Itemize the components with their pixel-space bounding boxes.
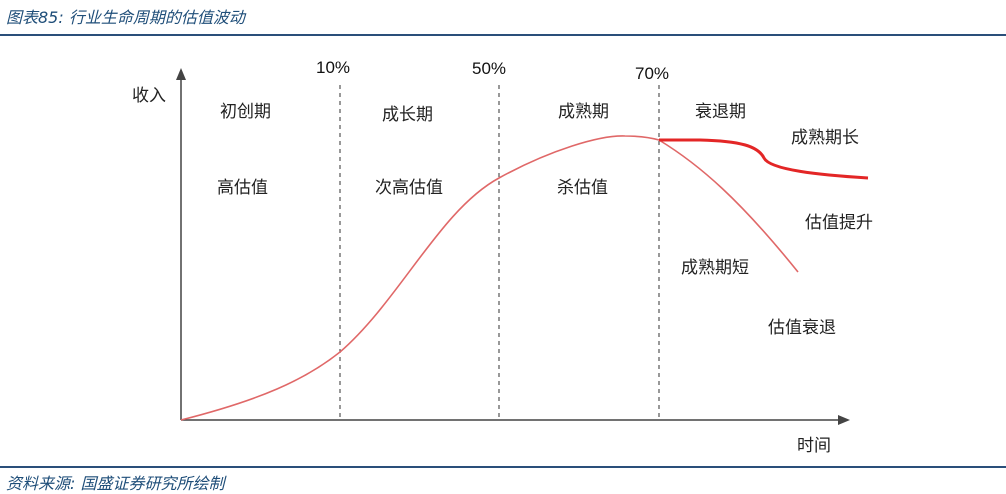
- long-maturity-curve: [659, 138, 869, 180]
- title-divider: [0, 34, 1006, 36]
- short-maturity-curve: [658, 139, 799, 273]
- x-axis-arrow: [838, 415, 850, 425]
- branch-long-label: 成熟期长: [791, 127, 859, 148]
- lifecycle-curve: [180, 135, 660, 421]
- stage-mature-label: 成熟期: [558, 101, 609, 122]
- source-divider: [0, 466, 1006, 468]
- x-axis-label: 时间: [797, 436, 831, 456]
- branch-long-outcome: 估值提升: [805, 213, 873, 233]
- threshold-50pct: 50%: [472, 59, 506, 78]
- figure-source: 资料来源: 国盛证券研究所绘制: [6, 474, 225, 493]
- threshold-10pct: 10%: [316, 58, 350, 77]
- valuation-growth: 次高估值: [375, 178, 443, 198]
- valuation-startup: 高估值: [217, 178, 268, 198]
- branch-short-label: 成熟期短: [681, 257, 749, 278]
- y-axis-arrow: [176, 68, 186, 80]
- y-axis-label: 收入: [132, 86, 166, 106]
- threshold-70pct: 70%: [635, 64, 669, 83]
- stage-growth-label: 成长期: [382, 105, 433, 125]
- stage-startup-label: 初创期: [220, 102, 271, 122]
- valuation-mature: 杀估值: [557, 178, 608, 198]
- figure-title: 图表85: 行业生命周期的估值波动: [6, 8, 245, 27]
- stage-decline-label: 衰退期: [695, 102, 746, 122]
- branch-short-outcome: 估值衰退: [768, 318, 836, 338]
